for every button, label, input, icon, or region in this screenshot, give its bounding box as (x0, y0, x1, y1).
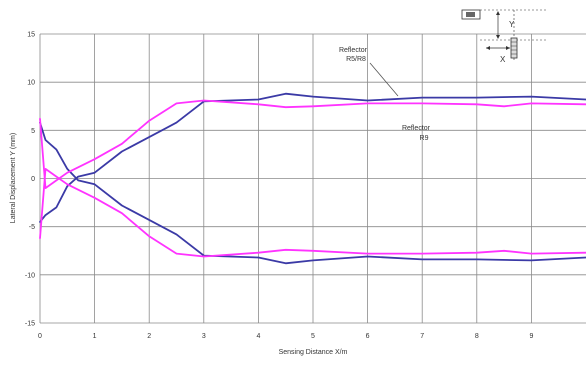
inset-x-arrowhead-right (506, 46, 510, 50)
x-tick-label: 3 (202, 333, 206, 340)
inset-label-x: X (500, 55, 506, 64)
grid (39, 33, 586, 324)
annotation-r5r8-leader (369, 62, 399, 97)
x-tick-label: 9 (529, 333, 533, 340)
inset-y-arrowhead-top (496, 11, 500, 15)
x-tick-label: 6 (366, 333, 370, 340)
y-tick-label: -5 (29, 224, 35, 231)
y-tick-label: 5 (31, 128, 35, 135)
inset-y-arrowhead-bottom (496, 35, 500, 39)
y-tick-label: 0 (31, 176, 35, 183)
inset-diagram: Y X (461, 9, 548, 64)
x-tick-labels: 0 1 2 3 4 5 6 7 8 9 (38, 333, 533, 340)
inset-x-arrowhead-left (486, 46, 490, 50)
y-axis-label: Lateral Displacement Y (mm) (10, 133, 17, 223)
x-tick-label: 2 (147, 333, 151, 340)
annotation-r9-line2: R9 (420, 135, 429, 142)
series-layer (39, 92, 586, 265)
x-axis-label: Sensing Distance X/m (279, 349, 348, 356)
x-tick-label: 0 (38, 333, 42, 340)
y-tick-label: -15 (25, 321, 35, 328)
y-tick-label: 10 (27, 80, 35, 87)
annotation-r5r8-line2: R5/R8 (346, 56, 366, 63)
x-tick-label: 1 (93, 333, 97, 340)
inset-label-y: Y (509, 20, 515, 29)
series-r5r8-line-2 (39, 92, 586, 223)
inset-sensor-face (466, 12, 475, 17)
inset-reflector (510, 37, 518, 59)
x-tick-label: 8 (475, 333, 479, 340)
y-tick-label: 15 (27, 32, 35, 39)
annotation-r5r8-line1: Reflector (339, 47, 368, 54)
series-r5r8-line-1 (39, 121, 586, 265)
annotation-r9-line1: Reflector (402, 125, 431, 132)
x-tick-label: 7 (420, 333, 424, 340)
series-r9-line-2 (39, 167, 586, 258)
y-tick-labels: 15 10 5 0 -5 -10 -15 (25, 32, 35, 328)
x-tick-label: 4 (256, 333, 260, 340)
x-tick-label: 5 (311, 333, 315, 340)
y-tick-label: -10 (25, 272, 35, 279)
series-r9-line-1 (39, 99, 586, 190)
